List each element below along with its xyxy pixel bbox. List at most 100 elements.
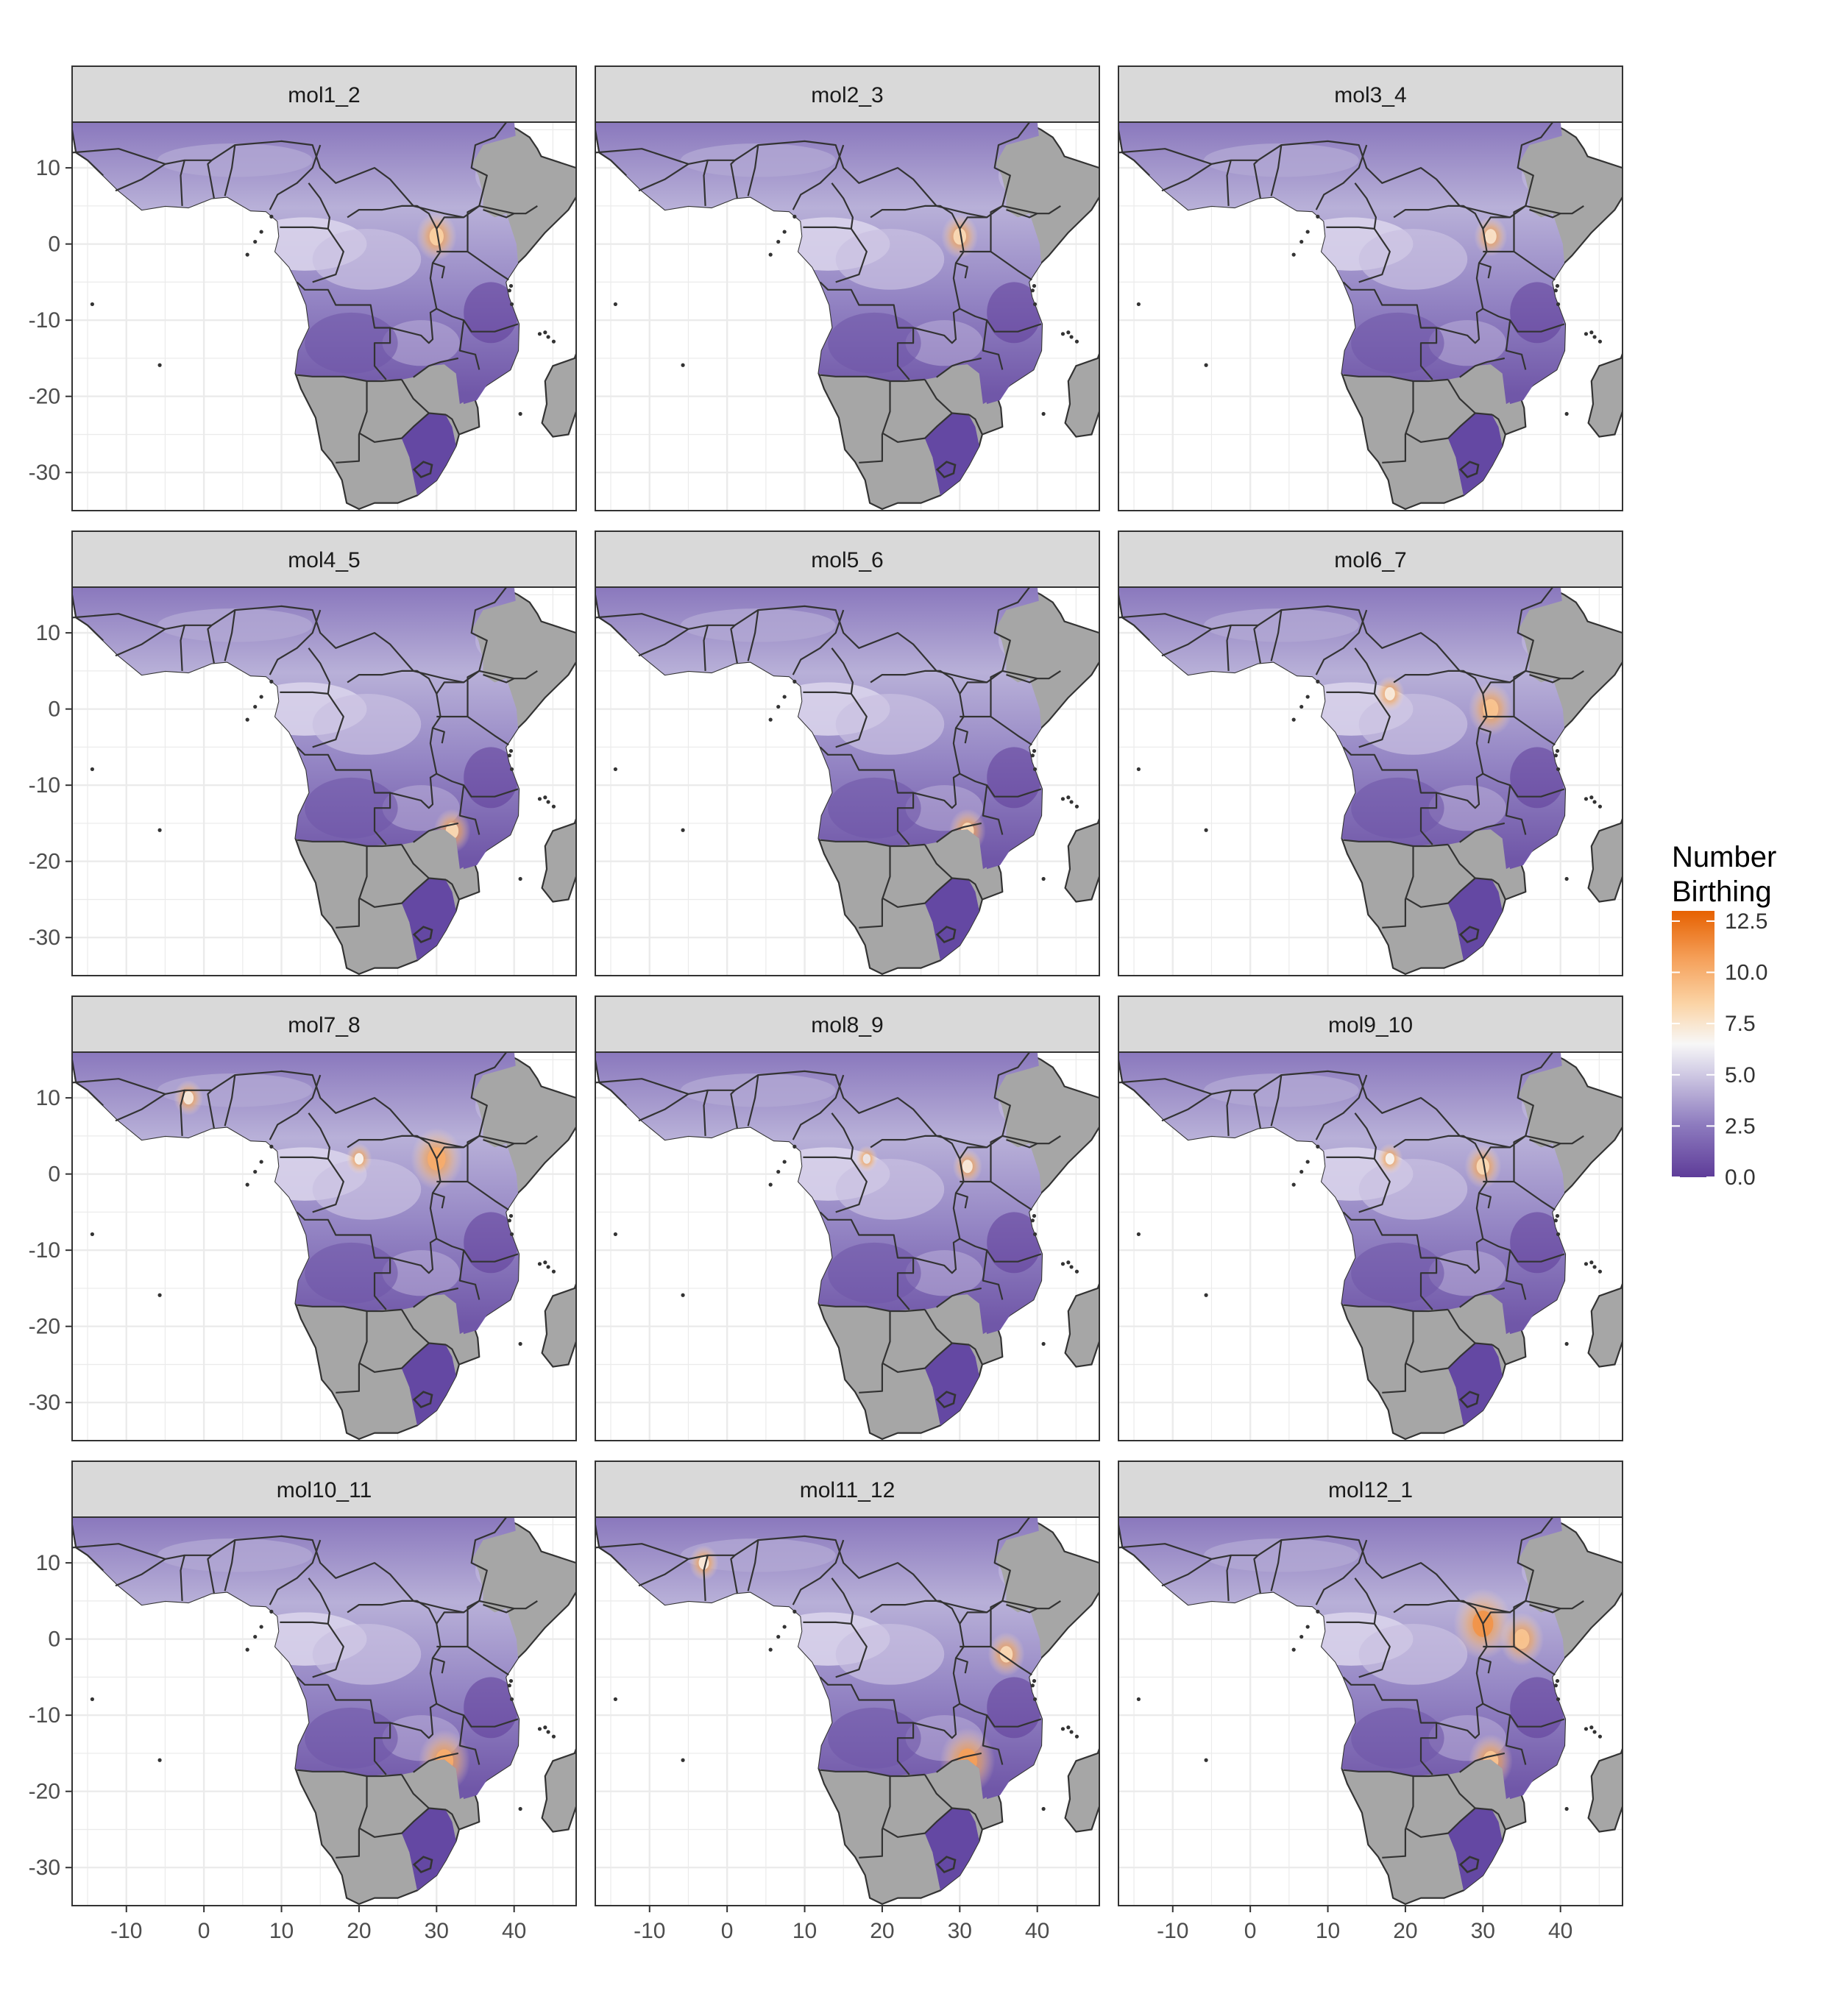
country-border bbox=[413, 822, 459, 843]
country-border bbox=[1475, 1158, 1488, 1239]
country-border bbox=[1475, 1623, 1488, 1704]
facet-label: mol2_3 bbox=[811, 83, 883, 107]
island-dot bbox=[1074, 1734, 1079, 1739]
legend-tick-label: 0.0 bbox=[1725, 1165, 1756, 1190]
country-border bbox=[470, 1052, 508, 1137]
island-dot bbox=[1305, 230, 1310, 234]
surface-variation bbox=[1358, 1158, 1468, 1220]
country-border bbox=[436, 1611, 464, 1625]
country-border bbox=[436, 1180, 509, 1211]
country-border bbox=[436, 216, 464, 230]
legend-tick-label: 10.0 bbox=[1725, 961, 1767, 985]
surface-variation bbox=[835, 1623, 945, 1685]
land-madagascar bbox=[1587, 351, 1623, 438]
surface-variation bbox=[680, 1073, 836, 1107]
country-border bbox=[912, 308, 960, 344]
country-border bbox=[180, 625, 185, 671]
island-dot bbox=[546, 1265, 550, 1269]
country-border bbox=[1253, 1090, 1261, 1129]
country-border bbox=[336, 846, 368, 929]
y-tick-label: -10 bbox=[29, 308, 60, 333]
facet-panel: mol5_6 bbox=[595, 530, 1100, 976]
country-border bbox=[1436, 308, 1483, 344]
country-border bbox=[436, 681, 464, 695]
island-dot bbox=[1069, 1265, 1074, 1269]
country-border bbox=[960, 1180, 1032, 1211]
country-border bbox=[638, 1093, 689, 1122]
country-border bbox=[960, 250, 1032, 281]
country-border bbox=[1393, 205, 1484, 230]
land-madagascar bbox=[1064, 351, 1099, 438]
island-dot bbox=[1555, 748, 1560, 753]
country-border bbox=[882, 1807, 970, 1838]
country-border bbox=[389, 1703, 437, 1739]
country-border bbox=[1447, 1309, 1476, 1344]
country-border bbox=[820, 1304, 890, 1313]
island-dot bbox=[508, 283, 514, 288]
country-border bbox=[1382, 381, 1414, 464]
country-border bbox=[1483, 715, 1556, 746]
y-tick-label: 0 bbox=[48, 233, 60, 257]
y-tick-label: 0 bbox=[48, 1163, 60, 1187]
island-dot bbox=[1553, 1683, 1558, 1688]
surface-variation bbox=[312, 228, 422, 290]
country-border bbox=[952, 228, 965, 309]
surface-variation bbox=[157, 608, 313, 642]
country-border bbox=[803, 647, 854, 695]
country-border bbox=[358, 1807, 447, 1838]
surface-variation bbox=[1203, 1538, 1359, 1572]
country-border bbox=[412, 1856, 433, 1873]
country-border bbox=[1483, 1645, 1556, 1676]
land-madagascar bbox=[541, 1746, 576, 1833]
country-border bbox=[1478, 1192, 1492, 1209]
country-border bbox=[1482, 308, 1565, 333]
island-dot bbox=[1564, 411, 1569, 416]
country-border bbox=[1405, 1342, 1493, 1373]
country-border bbox=[1343, 374, 1414, 383]
country-border bbox=[436, 1146, 464, 1160]
country-border bbox=[959, 308, 1042, 333]
x-tick-label: 30 bbox=[425, 1919, 449, 1943]
country-border bbox=[923, 844, 953, 879]
island-dot bbox=[1060, 797, 1065, 801]
island-dot bbox=[1678, 1332, 1682, 1336]
y-tick-label: 10 bbox=[36, 156, 60, 180]
x-tick-label: 30 bbox=[1471, 1919, 1495, 1943]
country-border bbox=[912, 773, 960, 809]
country-border bbox=[224, 1539, 236, 1591]
island-dot bbox=[259, 695, 263, 699]
facet-panels: mol1_2 10 0 -10 -20 -30 mol2_3 mol3_4 mol4_5 10 0 -… bbox=[29, 65, 1682, 1943]
island-dot bbox=[1584, 1727, 1589, 1731]
island-dot bbox=[1589, 795, 1594, 800]
country-border bbox=[347, 1600, 438, 1625]
country-border bbox=[297, 1769, 367, 1778]
hotspot-mark bbox=[1484, 229, 1497, 244]
island-dot bbox=[543, 330, 547, 335]
island-dot bbox=[1555, 283, 1560, 288]
facet-strip bbox=[71, 530, 577, 588]
island-dot bbox=[1032, 1213, 1037, 1218]
island-dot bbox=[1041, 1806, 1046, 1811]
island-dot bbox=[1032, 767, 1038, 772]
island-dot bbox=[1584, 797, 1589, 801]
country-border bbox=[1270, 1074, 1283, 1126]
island-dot bbox=[245, 717, 249, 722]
country-border bbox=[959, 681, 987, 695]
land-madagascar bbox=[1587, 816, 1623, 903]
country-border bbox=[1358, 1158, 1391, 1213]
island-dot bbox=[1291, 252, 1296, 257]
island-dot bbox=[518, 411, 522, 416]
surface-variation bbox=[382, 1250, 460, 1296]
country-border bbox=[792, 1074, 845, 1140]
island-dot bbox=[1032, 1232, 1038, 1237]
island-dot bbox=[1074, 339, 1079, 344]
country-border bbox=[336, 1311, 368, 1394]
land-madagascar bbox=[1587, 1281, 1623, 1368]
island-dot bbox=[518, 1806, 522, 1811]
island-dot bbox=[681, 363, 685, 367]
country-border bbox=[115, 163, 166, 192]
country-border bbox=[730, 1090, 738, 1129]
country-border bbox=[445, 1809, 460, 1830]
y-tick-label: -10 bbox=[29, 1238, 60, 1263]
map-layer bbox=[72, 1052, 576, 1440]
